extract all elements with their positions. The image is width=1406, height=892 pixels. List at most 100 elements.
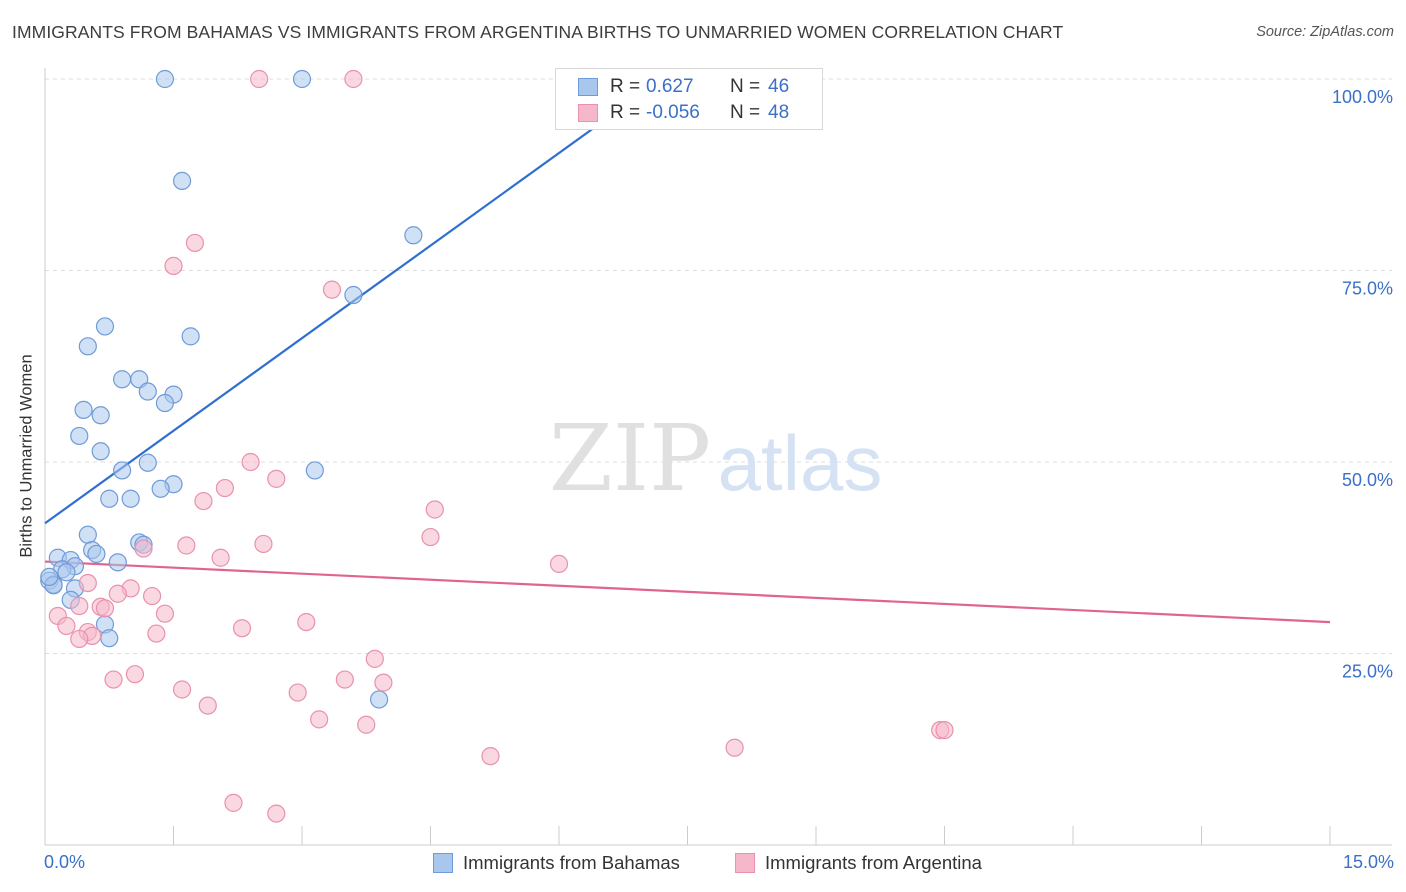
legend-r-value: -0.056: [646, 102, 700, 123]
point-argentina: [481, 747, 500, 766]
point-argentina: [335, 670, 354, 689]
point-argentina: [172, 680, 192, 699]
point-argentina: [194, 491, 213, 511]
point-bahamas: [112, 461, 132, 480]
point-argentina: [108, 584, 127, 603]
point-argentina: [374, 673, 393, 692]
point-argentina: [365, 649, 384, 668]
point-argentina: [297, 612, 316, 632]
point-argentina: [232, 619, 252, 638]
legend-swatch-argentina: [578, 104, 598, 122]
watermark-zip: ZIP: [549, 405, 711, 512]
series-legend: Immigrants from Bahamas Immigrants from …: [0, 852, 1406, 878]
point-bahamas: [344, 285, 363, 305]
point-bahamas: [57, 563, 76, 582]
legend-n-label: N =: [730, 76, 761, 97]
trendline-argentina: [44, 560, 1331, 624]
point-bahamas: [100, 489, 119, 508]
point-bahamas: [112, 370, 132, 389]
point-bahamas: [78, 525, 97, 544]
point-argentina: [198, 696, 217, 715]
point-argentina: [70, 596, 89, 616]
point-bahamas: [181, 327, 200, 346]
point-argentina: [241, 452, 260, 472]
trend-layer: [44, 78, 1331, 624]
y-tick-label: 50.0%: [1342, 470, 1393, 490]
legend-r-label: R =: [610, 102, 641, 123]
point-bahamas: [78, 337, 97, 356]
point-bahamas: [91, 442, 110, 461]
legend-row-argentina: R = -0.056 N = 48: [578, 100, 789, 126]
point-argentina: [344, 69, 363, 89]
point-bahamas: [74, 400, 93, 420]
point-bahamas: [40, 567, 59, 587]
point-bahamas: [155, 393, 175, 413]
legend-r-label: R =: [610, 76, 641, 97]
points-layer: [40, 69, 954, 823]
point-argentina: [142, 586, 162, 606]
point-argentina: [185, 233, 205, 253]
point-argentina: [57, 616, 76, 636]
y-tick-label: 100.0%: [1332, 87, 1393, 107]
legend-swatch-bahamas: [578, 78, 598, 96]
point-bahamas: [138, 453, 157, 472]
point-bahamas: [172, 171, 192, 190]
point-argentina: [155, 604, 175, 623]
chart-title: IMMIGRANTS FROM BAHAMAS VS IMMIGRANTS FR…: [12, 22, 1064, 42]
x-tick-label-max: 15.0%: [1342, 852, 1394, 872]
axis-layer: [44, 68, 1392, 846]
point-bahamas: [87, 544, 106, 564]
series-label-argentina: Immigrants from Argentina: [765, 852, 982, 873]
point-bahamas: [121, 489, 140, 508]
correlation-legend: R = 0.627 N = 46 R = -0.056 N = 48: [555, 68, 823, 130]
point-argentina: [310, 710, 329, 729]
point-argentina: [134, 539, 153, 558]
point-bahamas: [91, 406, 110, 425]
point-argentina: [549, 554, 569, 573]
point-argentina: [254, 534, 273, 554]
point-bahamas: [95, 317, 115, 336]
point-bahamas: [151, 479, 170, 498]
point-argentina: [95, 599, 115, 618]
series-swatch-bahamas: [433, 853, 453, 873]
point-argentina: [288, 683, 307, 702]
point-argentina: [267, 469, 286, 488]
legend-r-value: 0.627: [646, 76, 694, 97]
point-argentina: [224, 793, 243, 812]
legend-n-value: 48: [768, 102, 790, 123]
point-argentina: [425, 500, 444, 519]
point-argentina: [211, 548, 230, 567]
point-argentina: [725, 738, 744, 757]
series-legend-bahamas: Immigrants from Bahamas: [433, 852, 680, 874]
point-argentina: [357, 715, 376, 734]
point-argentina: [78, 573, 97, 593]
y-tick-label: 75.0%: [1342, 279, 1393, 299]
legend-n-value: 46: [768, 76, 790, 97]
point-bahamas: [70, 426, 89, 446]
grid-layer: [45, 78, 1392, 654]
point-bahamas: [100, 629, 119, 648]
y-axis-label: Births to Unmarried Women: [17, 354, 36, 558]
point-bahamas: [292, 69, 312, 89]
x-tick-label-min: 0.0%: [44, 852, 86, 872]
point-argentina: [104, 670, 123, 689]
series-legend-argentina: Immigrants from Argentina: [735, 852, 982, 874]
legend-n-label: N =: [730, 102, 761, 123]
point-argentina: [164, 256, 183, 276]
point-bahamas: [138, 382, 157, 401]
point-argentina: [125, 665, 145, 684]
point-argentina: [250, 69, 269, 89]
point-argentina: [322, 280, 342, 299]
point-bahamas: [404, 226, 423, 245]
point-argentina: [935, 720, 954, 740]
source-label: Source: ZipAtlas.com: [1256, 24, 1394, 40]
point-bahamas: [305, 461, 324, 480]
point-argentina: [70, 629, 89, 649]
point-argentina: [215, 478, 234, 498]
point-argentina: [267, 804, 286, 823]
point-argentina: [177, 536, 196, 555]
point-bahamas: [108, 553, 127, 572]
series-swatch-argentina: [735, 853, 755, 873]
point-argentina: [421, 527, 440, 547]
